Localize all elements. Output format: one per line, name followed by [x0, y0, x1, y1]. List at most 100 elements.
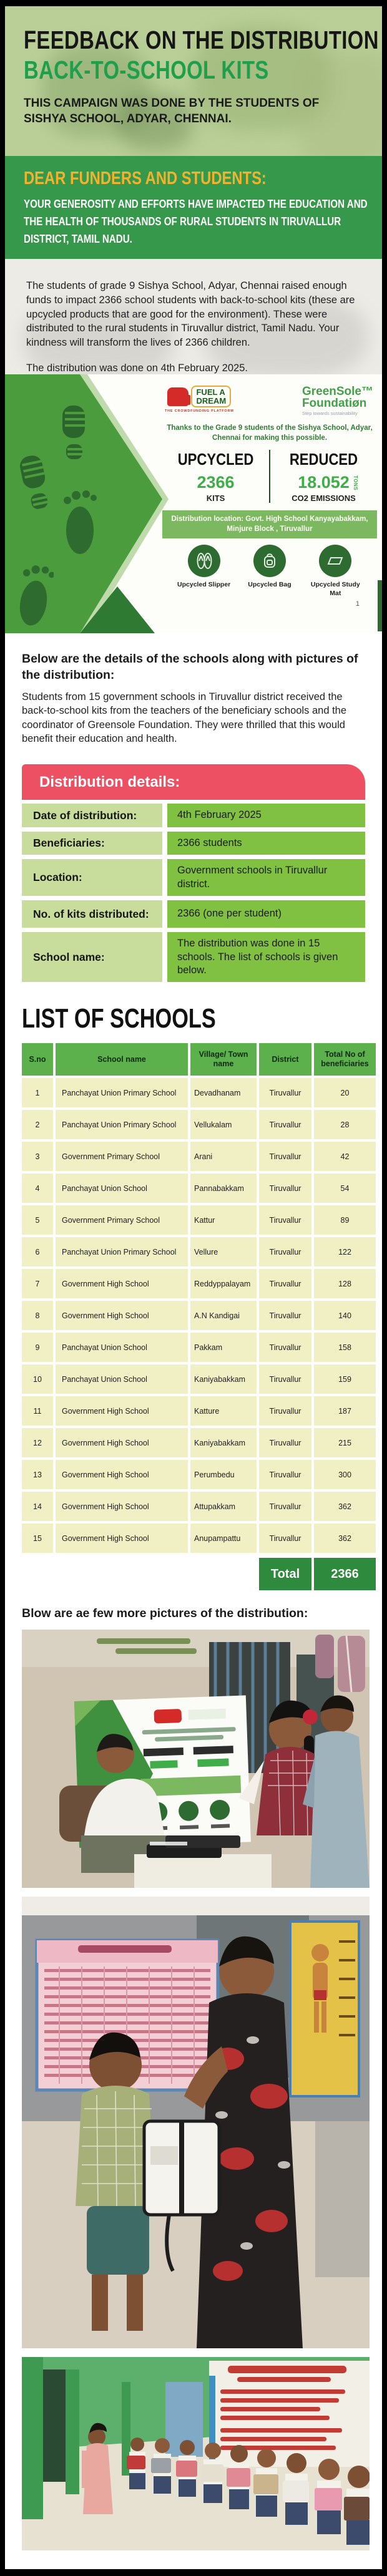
cell-count: 89 [314, 1205, 376, 1235]
table-row: 11 Government High School Katture Tiruvallu… [22, 1396, 376, 1426]
cell-sno: 1 [22, 1078, 53, 1108]
stat-upcycled-value: 2366 [197, 472, 235, 492]
kit-item-label: Upcycled Bag [248, 580, 291, 588]
details-label: Location: [22, 859, 162, 897]
cell-district: Tiruvallur [259, 1460, 311, 1490]
cell-count: 20 [314, 1078, 376, 1108]
details-row: Date of distribution: 4th February 2025 [22, 804, 365, 827]
stat-upcycled-unit: KITS [206, 493, 225, 503]
details-label: Beneficiaries: [22, 831, 162, 855]
table-row: 6 Panchayat Union Primary School Vellure Ti… [22, 1237, 376, 1267]
stat-reduced-tons: TONS [352, 475, 358, 490]
table-row: 5 Government Primary School Kattur Tiruvall… [22, 1205, 376, 1235]
cell-sno: 2 [22, 1110, 53, 1140]
details-value: 2366 students [167, 831, 365, 855]
cell-sno: 10 [22, 1364, 53, 1394]
column-header-beneficiaries: Total No of beneficiaries [314, 1043, 376, 1076]
stat-reduced-number: 18.052 [298, 472, 350, 492]
cell-school: Government High School [56, 1428, 188, 1458]
cell-village: Vellure [190, 1237, 257, 1267]
cell-district: Tiruvallur [259, 1269, 311, 1299]
cell-school: Panchayat Union School [56, 1364, 188, 1394]
teacher [184, 1937, 303, 2349]
cell-district: Tiruvallur [259, 1110, 311, 1140]
woman-behind [303, 1695, 370, 1888]
certificate-side-tab [378, 580, 382, 631]
intro-photo-blur [205, 296, 367, 374]
cell-district: Tiruvallur [259, 1237, 311, 1267]
stats-divider [269, 449, 270, 503]
hero-photo-blur [42, 44, 149, 137]
table-row: 1 Panchayat Union Primary School Devadhana… [22, 1078, 376, 1108]
cell-district: Tiruvallur [259, 1078, 311, 1108]
cell-school: Panchayat Union School [56, 1174, 188, 1203]
shoeprint-icon [20, 455, 48, 509]
cell-school: Government High School [56, 1460, 188, 1490]
barefoot-icon [19, 565, 54, 626]
distribution-details-banner: Distribution details: [22, 764, 365, 800]
details-label: School name: [22, 932, 162, 983]
cell-village: Katture [190, 1396, 257, 1426]
table-row: 2 Panchayat Union Primary School Vellukala… [22, 1110, 376, 1140]
cell-district: Tiruvallur [259, 1524, 311, 1553]
cell-count: 215 [314, 1428, 376, 1458]
stat-reduced-label: REDUCED [289, 449, 358, 469]
cell-sno: 15 [22, 1524, 53, 1553]
greensole-logo: GreenSole™ Foundatiøn Step towards susta… [302, 386, 373, 416]
certificate-logos: FUEL A DREAM THE CROWDFUNDING PLATFORM G… [162, 386, 377, 416]
cell-count: 362 [314, 1524, 376, 1553]
tamil-poster [220, 2366, 346, 2451]
cell-sno: 6 [22, 1237, 53, 1267]
study-mat-icon [319, 544, 352, 577]
hero-photo-blur [192, 25, 330, 131]
cell-village: Pannabakkam [190, 1174, 257, 1203]
cell-village: Arani [190, 1142, 257, 1172]
total-value-cell: 2366 [314, 1558, 376, 1591]
total-label-cell: Total [259, 1558, 311, 1591]
details-row: School name: The distribution was done i… [22, 932, 365, 983]
cell-school: Government High School [56, 1492, 188, 1522]
table-row: 4 Panchayat Union School Pannabakkam Tiruva… [22, 1174, 376, 1203]
cell-school: Government High School [56, 1269, 188, 1299]
stat-reduced-value: 18.052 TONS [298, 472, 358, 492]
details-row: Location: Government schools in Tiruvall… [22, 859, 365, 897]
table-row: 15 Government High School Anupampattu Tiruv… [22, 1524, 376, 1553]
cell-school: Government High School [56, 1301, 188, 1331]
fuel-logo-line2: DREAM [196, 396, 227, 406]
schools-table: S.no School name Village/ Town name Dist… [22, 1043, 376, 1553]
funders-heading: DEAR FUNDERS AND STUDENTS: [24, 168, 267, 188]
photo-distribution-2 [22, 1897, 370, 2349]
cell-village: Anupampattu [190, 1524, 257, 1553]
cell-count: 159 [314, 1364, 376, 1394]
cell-village: Kattur [190, 1205, 257, 1235]
cell-sno: 4 [22, 1174, 53, 1203]
hero-photo-blur [298, 50, 382, 156]
table-row: 3 Government Primary School Arani Tiruvallu… [22, 1142, 376, 1172]
cell-district: Tiruvallur [259, 1301, 311, 1331]
page-subtitle: THIS CAMPAIGN WAS DONE BY THE STUDENTS O… [24, 96, 320, 126]
table-row: 8 Government High School A.N Kandigai Tiruv… [22, 1301, 376, 1331]
fuel-a-dream-logo: FUEL A DREAM THE CROWDFUNDING PLATFORM [165, 386, 234, 413]
details-row: Beneficiaries: 2366 students [22, 831, 365, 855]
white-kit-bag [142, 2119, 221, 2272]
list-of-schools-heading: LIST OF SCHOOLS [22, 1003, 216, 1034]
tamil-text-wall [97, 1638, 197, 1655]
seated-man [59, 1734, 175, 1874]
details-paragraph: Students from 15 government schools in T… [22, 691, 347, 744]
cell-village: Reddyppalayam [190, 1269, 257, 1299]
table-row: 7 Government High School Reddyppalayam Tiru… [22, 1269, 376, 1299]
details-table: Date of distribution: 4th February 2025 … [22, 804, 365, 983]
cell-district: Tiruvallur [259, 1174, 311, 1203]
cell-village: A.N Kandigai [190, 1301, 257, 1331]
slipper-icon [187, 544, 220, 577]
cell-village: Kaniyabakkam [190, 1428, 257, 1458]
details-heading: Below are the details of the schools alo… [22, 652, 358, 683]
barefoot-icon [64, 490, 97, 554]
cell-school: Panchayat Union School [56, 1333, 188, 1363]
cell-district: Tiruvallur [259, 1205, 311, 1235]
pillars [22, 2357, 130, 2520]
cell-district: Tiruvallur [259, 1428, 311, 1458]
cell-sno: 14 [22, 1492, 53, 1522]
fuel-logo-tagline: THE CROWDFUNDING PLATFORM [165, 409, 234, 414]
